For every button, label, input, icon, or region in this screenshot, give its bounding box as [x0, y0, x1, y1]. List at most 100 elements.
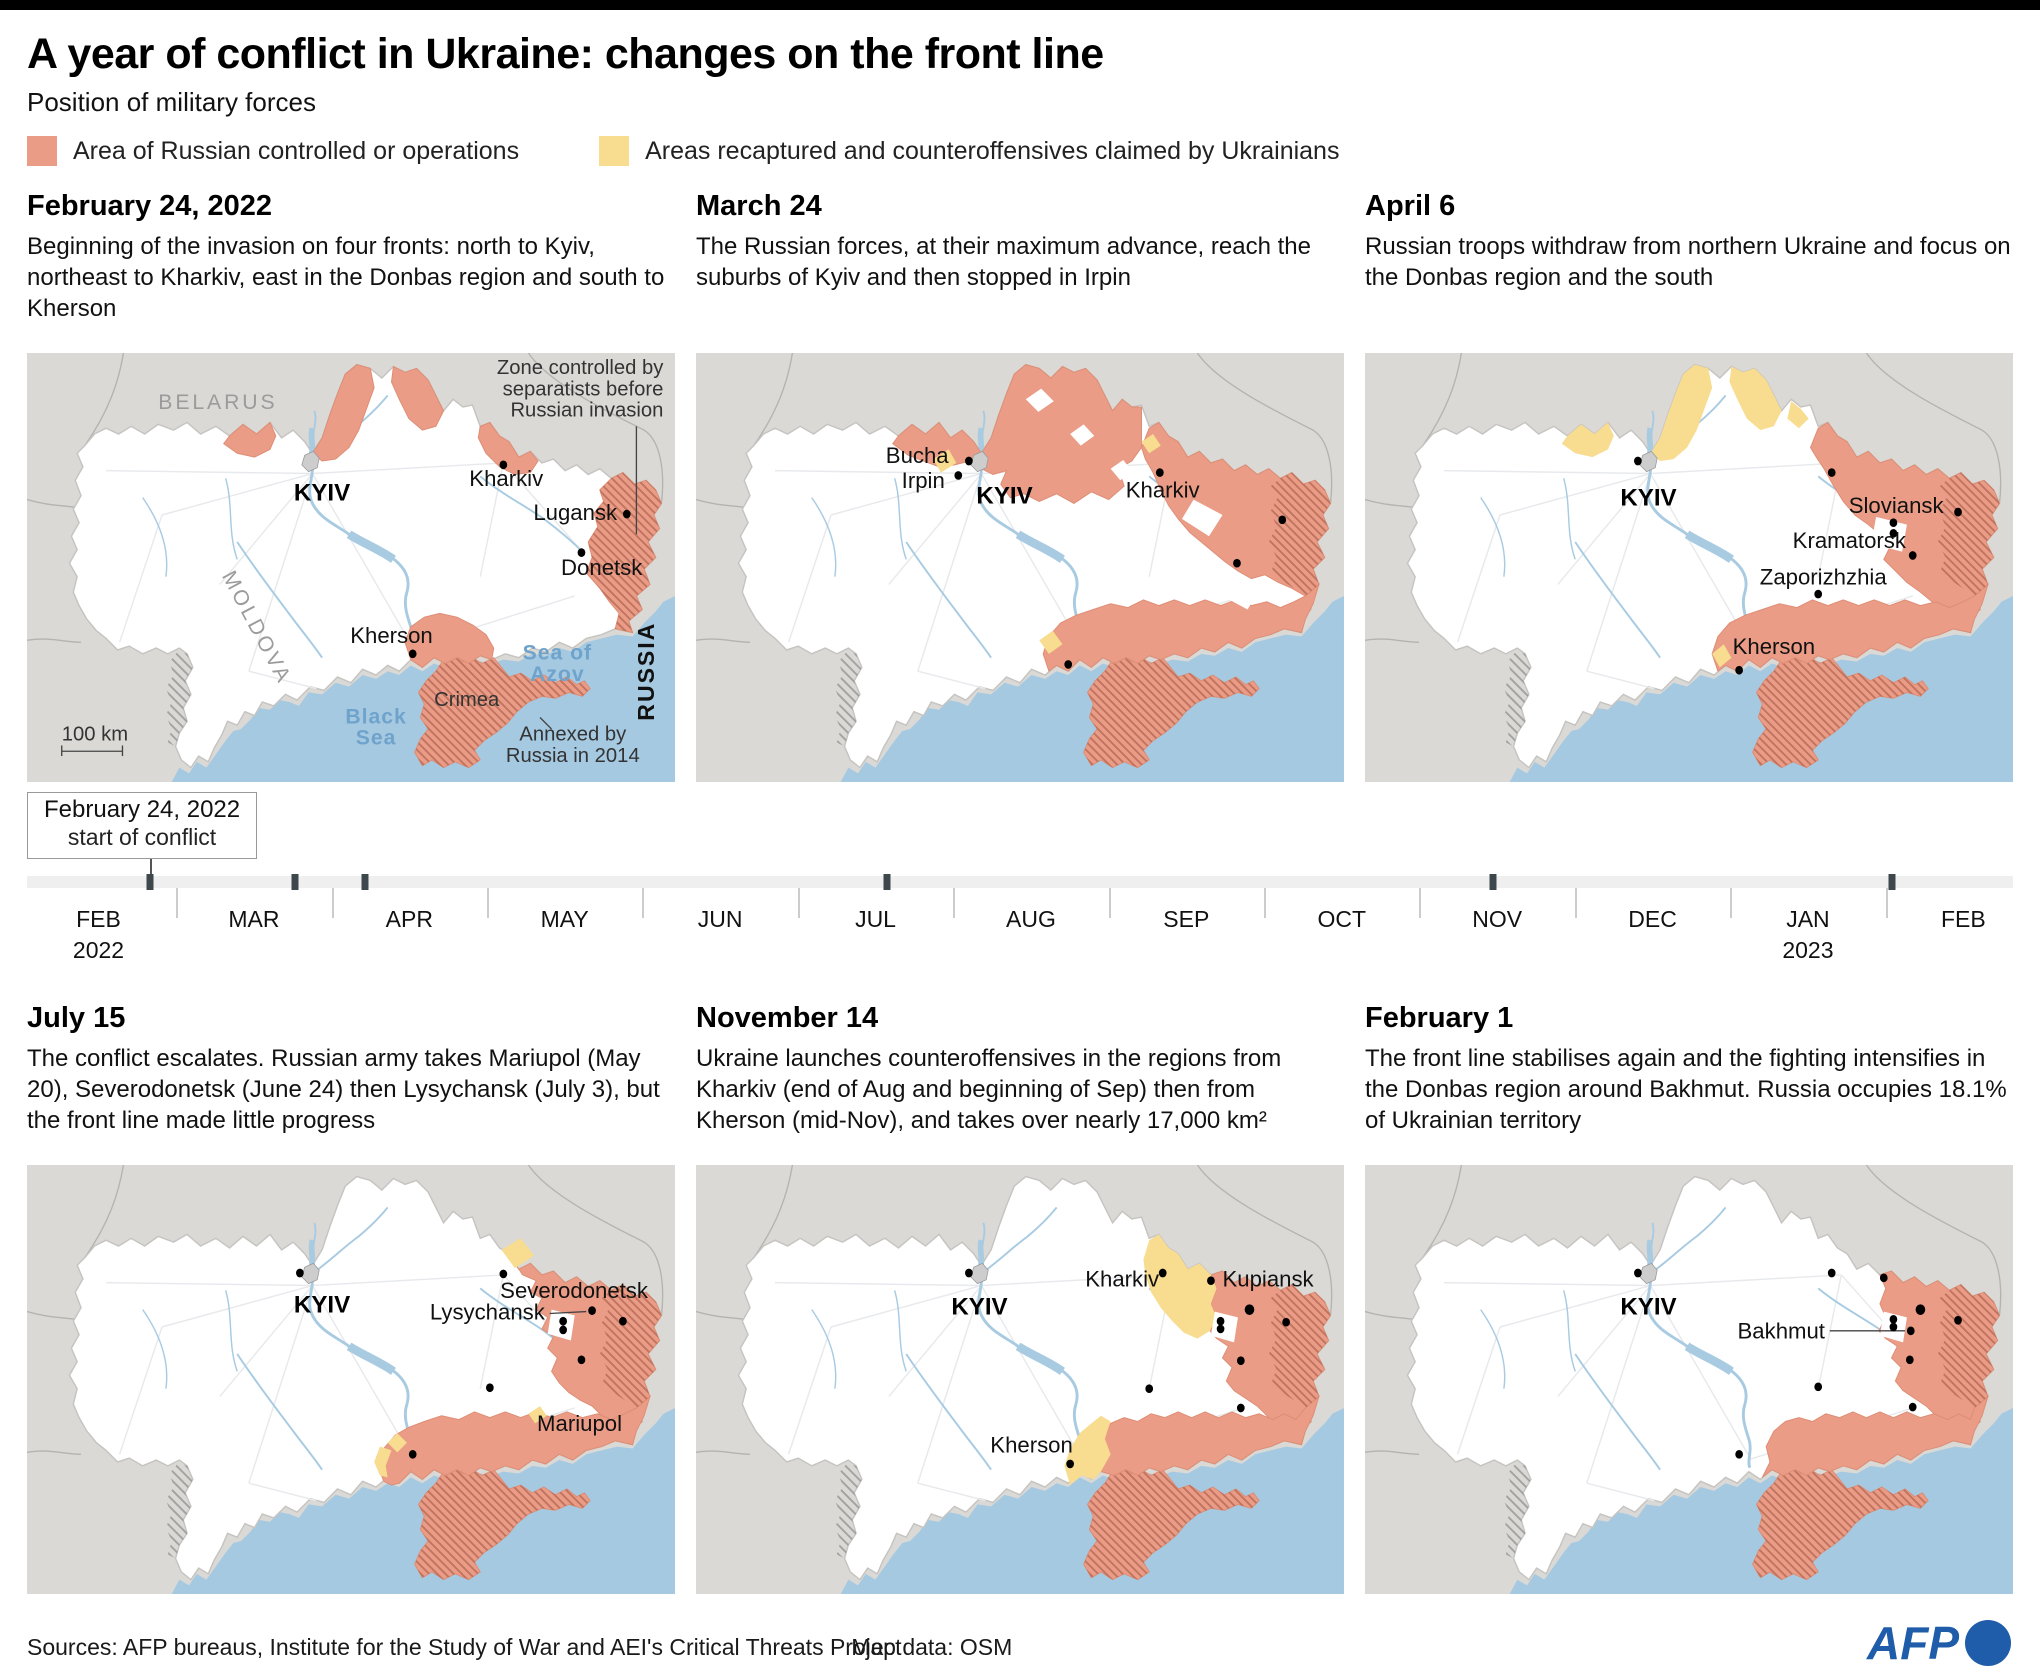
- road-line: [775, 1282, 982, 1287]
- river: [236, 541, 323, 659]
- ukrainian-recaptured-area: [1141, 433, 1161, 454]
- ukrainian-recaptured-area: [387, 1433, 407, 1453]
- country-border-line: [1422, 1165, 1463, 1259]
- legend-item-ukrainian: Areas recaptured and counteroffensives c…: [599, 136, 1339, 166]
- river: [308, 427, 316, 457]
- contested-pocket: [547, 1309, 575, 1341]
- river: [224, 478, 238, 560]
- timeline-month-boundary-tick: [1108, 888, 1111, 919]
- timeline-month-dec: DEC: [1628, 906, 1677, 933]
- map-label: separatists before: [503, 378, 664, 400]
- river: [1562, 1290, 1576, 1372]
- city-dot: [1735, 1450, 1743, 1459]
- river: [224, 1290, 238, 1372]
- country-border-line: [696, 1311, 745, 1321]
- road-line: [219, 473, 313, 585]
- country-border-line: [27, 498, 76, 508]
- river: [236, 1353, 323, 1471]
- russian-controlled-area: [377, 1395, 651, 1486]
- city-dot: [577, 1355, 586, 1365]
- river: [1015, 530, 1065, 563]
- moldova-hatch: [834, 651, 862, 747]
- map-april-6: KYIV Sloviansk Kramatorsk Zaporizhzhia Khers…: [1365, 353, 2013, 783]
- ukrainian-recaptured-area: [1039, 630, 1063, 654]
- top-map-row: February 24, 2022 Beginning of the invas…: [27, 168, 2013, 783]
- city-dot: [1282, 1317, 1290, 1327]
- russian-controlled-area: [391, 365, 445, 431]
- map-february-1: KYIV Bakhmut: [1365, 1165, 2013, 1595]
- sources-text: Sources: AFP bureaus, Institute for the …: [27, 1634, 902, 1661]
- country-border-line: [84, 353, 125, 446]
- road-line: [312, 1274, 504, 1287]
- city-dot: [1216, 1324, 1225, 1334]
- road-line: [1499, 472, 1651, 516]
- ukrainian-recaptured-area: [501, 1238, 535, 1269]
- legend-item-russian: Area of Russian controlled or operations: [27, 136, 519, 166]
- timeline-event-marker: [361, 874, 369, 891]
- kyiv-urban-area: [1639, 450, 1658, 473]
- map-label: 100 km: [62, 724, 128, 746]
- river: [986, 1206, 1058, 1271]
- city-dot: [1827, 468, 1836, 477]
- city-dot: [1145, 1384, 1154, 1394]
- russian-controlled-area: [404, 612, 495, 668]
- map-label: Zaporizhzhia: [1760, 564, 1888, 589]
- city-dot: [1735, 665, 1743, 675]
- country-border-line: [27, 638, 82, 643]
- city-dot: [1233, 558, 1241, 568]
- crimea-hatch: [1752, 1467, 1929, 1580]
- country-border-line: [696, 638, 751, 643]
- map-label: Zone controlled by: [497, 357, 664, 379]
- panel-date: March 24: [696, 190, 822, 222]
- panel-february-24-2022: February 24, 2022 Beginning of the invas…: [27, 168, 675, 783]
- legend: Area of Russian controlled or operations…: [27, 136, 2013, 166]
- city-dot: [965, 1268, 973, 1278]
- ukrainian-recaptured-area: [528, 1406, 547, 1424]
- city-dot: [1879, 1273, 1888, 1283]
- timeline-month-jul: JUL: [855, 906, 896, 933]
- page-subtitle: Position of military forces: [27, 87, 316, 117]
- timeline-month-boundary-tick: [953, 888, 956, 919]
- country-border-line: [27, 1311, 76, 1321]
- river: [1480, 1309, 1506, 1389]
- timeline-month-boundary-tick: [176, 888, 179, 919]
- timeline-callout: February 24, 2022 start of conflict: [27, 792, 258, 860]
- timeline-month-may: MAY: [540, 906, 589, 933]
- timeline-event-marker: [1489, 874, 1497, 891]
- panel-march-24: March 24 The Russian forces, at their ma…: [696, 168, 1344, 783]
- timeline-month-boundary-tick: [1264, 888, 1267, 919]
- road-line: [1456, 514, 1501, 643]
- contested-pocket: [1070, 424, 1095, 446]
- road-line: [917, 1482, 986, 1502]
- map-label: Crimea: [434, 689, 500, 711]
- road-line: [106, 1282, 313, 1287]
- map-label: Russia in 2014: [506, 745, 640, 767]
- ukrainian-area-swatch: [599, 136, 630, 166]
- map-label: KYIV: [1620, 484, 1676, 511]
- country-border-line: [1865, 353, 2002, 504]
- country-border-line: [527, 1165, 664, 1316]
- road-line: [248, 473, 314, 672]
- river: [479, 475, 586, 555]
- page-title: A year of conflict in Ukraine: changes o…: [27, 30, 1104, 78]
- road-line: [1650, 462, 1842, 475]
- map-november-14: KYIV Kharkiv Kupiansk Kherson: [696, 1165, 1344, 1595]
- city-dot: [499, 460, 508, 470]
- timeline-event-marker: [146, 874, 154, 891]
- city-dot: [1278, 515, 1287, 525]
- road-line: [1586, 670, 1655, 690]
- river: [346, 530, 396, 563]
- timeline-month-boundary-tick: [331, 888, 334, 919]
- panel-date: November 14: [696, 1002, 879, 1035]
- annotation-line: [539, 717, 553, 730]
- road-line: [118, 1326, 163, 1455]
- panel-description: The Russian forces, at their maximum adv…: [696, 233, 1311, 292]
- panel-date: July 15: [27, 1002, 126, 1035]
- panel-description: Ukraine launches counteroffensives in th…: [696, 1045, 1282, 1135]
- road-line: [830, 1284, 982, 1328]
- timeline-month-boundary-tick: [1419, 888, 1422, 919]
- road-line: [106, 469, 313, 475]
- city-dot: [1915, 1304, 1926, 1316]
- road-line: [917, 1285, 983, 1484]
- contested-pocket: [1110, 460, 1133, 481]
